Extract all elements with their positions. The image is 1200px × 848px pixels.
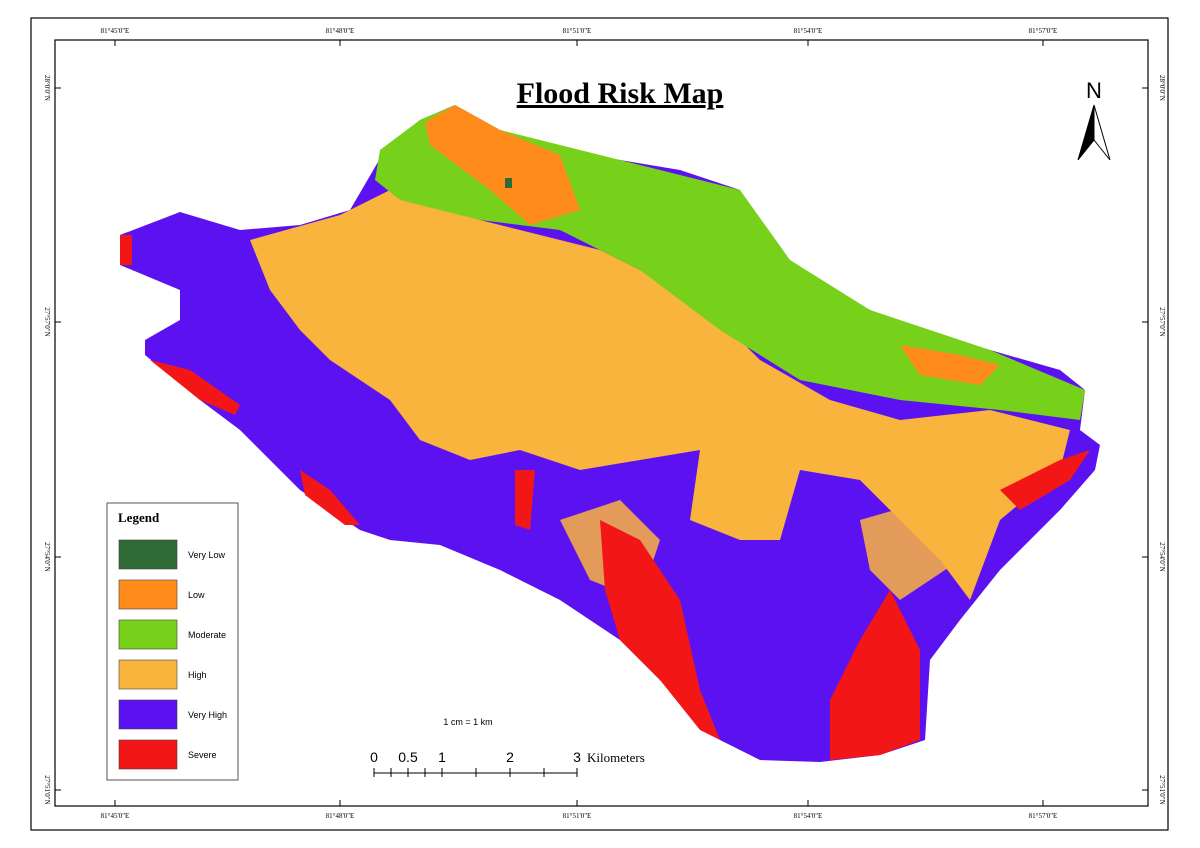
legend-label: Very High (188, 710, 227, 720)
latitude-label: 27°51'0"N (1158, 775, 1166, 804)
longitude-label: 81°51'0"E (563, 27, 592, 35)
north-arrow (1093, 104, 1111, 161)
latitude-label: 28°0'0"N (43, 75, 51, 101)
longitude-label: 81°54'0"E (794, 27, 823, 35)
legend-label: Severe (188, 750, 217, 760)
north-label: N (1086, 78, 1102, 103)
legend-label: Moderate (188, 630, 226, 640)
latitude-label: 27°57'0"N (43, 307, 51, 336)
legend-swatch (118, 619, 178, 650)
scale-label: 2 (506, 749, 514, 765)
scale-unit: Kilometers (587, 750, 645, 765)
legend-title: Legend (118, 510, 160, 525)
legend-label: Very Low (188, 550, 226, 560)
zone-very-low (505, 178, 512, 188)
map-title: Flood Risk Map (517, 77, 724, 110)
legend-swatch (118, 699, 178, 730)
scale-ratio: 1 cm = 1 km (443, 717, 492, 727)
longitude-label: 81°54'0"E (794, 812, 823, 820)
zone-high (250, 190, 1070, 600)
legend-swatch (118, 579, 178, 610)
latitude-label: 27°54'0"N (1158, 542, 1166, 571)
latitude-label: 28°0'0"N (1158, 75, 1166, 101)
legend-swatch (118, 739, 178, 770)
longitude-label: 81°45'0"E (101, 812, 130, 820)
scale-label: 0 (370, 749, 378, 765)
latitude-label: 27°54'0"N (43, 542, 51, 571)
longitude-label: 81°57'0"E (1029, 812, 1058, 820)
scale-label: 0.5 (398, 749, 418, 765)
north-arrow (1077, 104, 1095, 161)
inner-frame (54, 39, 1149, 807)
zone-low (425, 105, 1000, 385)
legend-swatch (118, 659, 178, 690)
latitude-label: 27°51'0"N (43, 775, 51, 804)
latitude-label: 27°57'0"N (1158, 307, 1166, 336)
longitude-label: 81°48'0"E (326, 27, 355, 35)
flood-zones (120, 105, 1100, 762)
longitude-label: 81°48'0"E (326, 812, 355, 820)
outer-frame (30, 17, 1169, 831)
longitude-label: 81°45'0"E (101, 27, 130, 35)
legend-label: High (188, 670, 207, 680)
longitude-label: 81°51'0"E (563, 812, 592, 820)
legend-swatch (118, 539, 178, 570)
scale-label: 3 (573, 749, 581, 765)
scale-label: 1 (438, 749, 446, 765)
zone-severe (120, 235, 1090, 760)
legend-label: Low (188, 590, 205, 600)
longitude-label: 81°57'0"E (1029, 27, 1058, 35)
